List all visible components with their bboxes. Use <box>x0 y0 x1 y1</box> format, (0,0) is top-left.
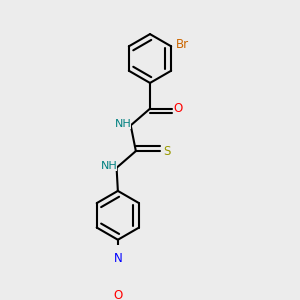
Text: S: S <box>163 145 170 158</box>
Text: O: O <box>113 289 122 300</box>
Text: NH: NH <box>100 161 117 172</box>
Text: N: N <box>113 252 122 265</box>
Text: O: O <box>174 102 183 115</box>
Text: NH: NH <box>115 119 131 129</box>
Text: Br: Br <box>176 38 189 51</box>
